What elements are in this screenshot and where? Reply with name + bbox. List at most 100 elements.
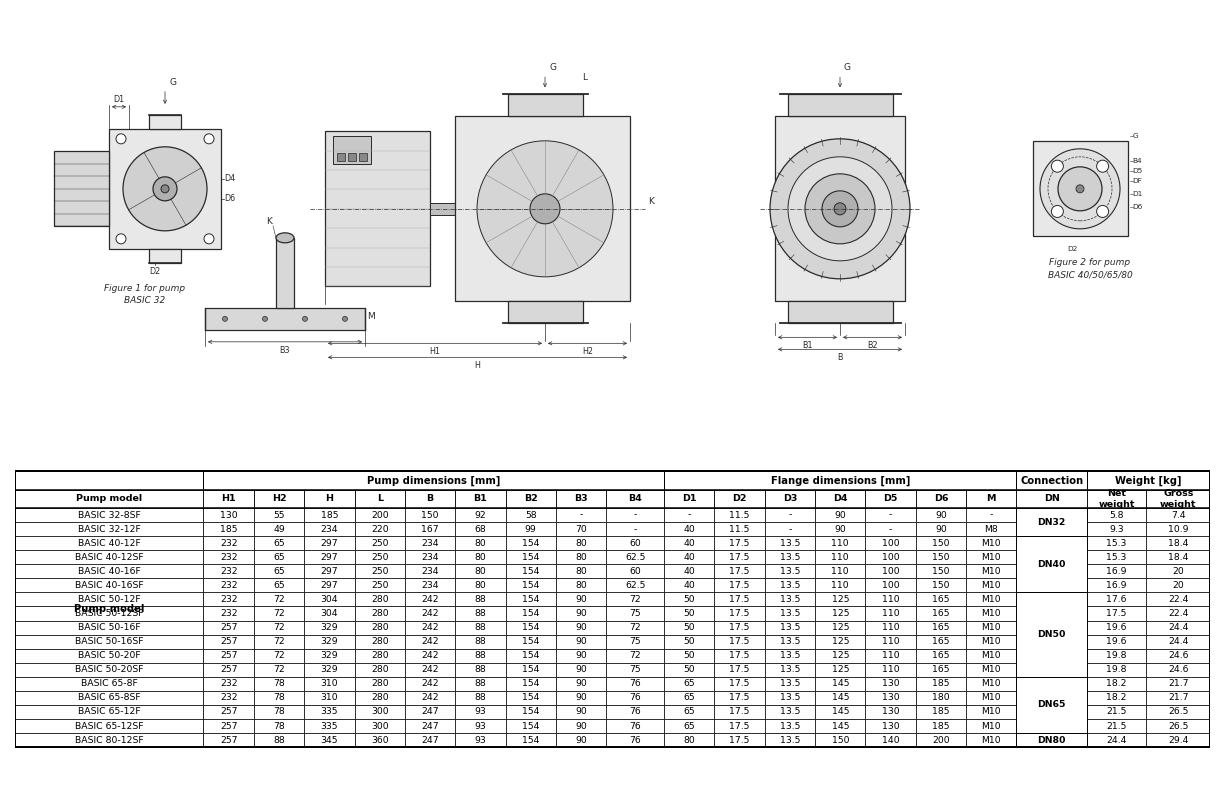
Bar (354, 607, 404, 620)
Text: 250: 250 (371, 567, 388, 576)
Bar (664, 607, 714, 620)
Text: 75: 75 (630, 637, 641, 646)
Bar (354, 620, 404, 634)
Bar (54, 151, 109, 226)
Bar (556, 550, 606, 565)
Bar (1087, 634, 1147, 649)
Circle shape (1051, 206, 1063, 217)
Text: Connection: Connection (1020, 475, 1083, 486)
Bar (714, 578, 764, 592)
Text: DN40: DN40 (1038, 560, 1066, 569)
Text: 93: 93 (474, 707, 486, 717)
Bar (506, 649, 556, 663)
Bar (1087, 565, 1147, 578)
Bar (866, 490, 916, 508)
Text: 242: 242 (421, 693, 439, 702)
Text: -: - (788, 510, 791, 519)
Bar (1087, 536, 1147, 550)
Text: 247: 247 (421, 707, 439, 717)
Text: -: - (579, 510, 583, 519)
Text: M10: M10 (981, 680, 1001, 688)
Bar (254, 508, 304, 522)
Bar (815, 592, 866, 607)
Bar (203, 536, 254, 550)
Bar (764, 536, 815, 550)
Text: H1: H1 (222, 494, 236, 503)
Bar (203, 550, 254, 565)
Text: Flange dimensions [mm]: Flange dimensions [mm] (771, 475, 910, 486)
Bar (556, 705, 606, 719)
Bar (967, 550, 1017, 565)
Text: B: B (426, 494, 434, 503)
Text: 19.8: 19.8 (1106, 651, 1127, 660)
Bar (456, 490, 506, 508)
Text: 110: 110 (882, 623, 899, 632)
Text: 90: 90 (935, 510, 947, 519)
Bar (916, 677, 967, 691)
Bar (866, 536, 916, 550)
Bar (556, 490, 606, 508)
Text: 154: 154 (522, 722, 539, 731)
Text: L: L (376, 494, 382, 503)
Text: 76: 76 (630, 722, 641, 731)
Bar (456, 620, 506, 634)
Bar (556, 719, 606, 733)
Text: 150: 150 (421, 510, 439, 519)
Text: Weight [kg]: Weight [kg] (1116, 475, 1182, 486)
Bar (764, 733, 815, 747)
Bar (815, 719, 866, 733)
Text: 250: 250 (371, 539, 388, 548)
Bar (1017, 536, 1087, 592)
Bar (203, 649, 254, 663)
Bar (916, 592, 967, 607)
Bar (1087, 620, 1147, 634)
Text: 65: 65 (684, 707, 695, 717)
Circle shape (116, 234, 126, 244)
Bar (506, 620, 556, 634)
Text: 17.5: 17.5 (729, 722, 750, 731)
Bar (556, 649, 606, 663)
Bar (354, 550, 404, 565)
Text: 22.4: 22.4 (1167, 595, 1188, 604)
Text: 360: 360 (371, 735, 388, 744)
Text: 90: 90 (576, 693, 587, 702)
Bar (606, 733, 664, 747)
Bar (714, 649, 764, 663)
Bar (15, 592, 203, 607)
Bar (506, 490, 556, 508)
Text: 24.4: 24.4 (1106, 735, 1127, 744)
Bar (454, 117, 630, 301)
Text: 185: 185 (932, 680, 949, 688)
Text: 78: 78 (273, 722, 285, 731)
Text: 280: 280 (371, 665, 388, 674)
Text: 130: 130 (882, 693, 899, 702)
Bar (506, 607, 556, 620)
Text: H: H (474, 361, 480, 370)
Bar (967, 592, 1017, 607)
Bar (15, 607, 203, 620)
Circle shape (1040, 149, 1120, 229)
Text: 75: 75 (630, 665, 641, 674)
Bar (304, 719, 354, 733)
Text: 242: 242 (421, 623, 439, 632)
Text: 247: 247 (421, 735, 439, 744)
Text: 17.5: 17.5 (729, 680, 750, 688)
Text: 16.9: 16.9 (1106, 567, 1127, 576)
Bar (1147, 663, 1210, 677)
Circle shape (1058, 167, 1103, 211)
Text: 125: 125 (832, 595, 849, 604)
Text: 80: 80 (474, 567, 486, 576)
Bar (1087, 578, 1147, 592)
Text: 92: 92 (474, 510, 486, 519)
Text: BASIC 40-12SF: BASIC 40-12SF (75, 552, 143, 562)
Text: 78: 78 (273, 680, 285, 688)
Bar (866, 508, 916, 522)
Bar (866, 578, 916, 592)
Text: 88: 88 (474, 651, 486, 660)
Bar (556, 691, 606, 705)
Bar (815, 578, 866, 592)
Text: 110: 110 (882, 651, 899, 660)
Bar (1087, 592, 1147, 607)
Bar (354, 634, 404, 649)
Text: 310: 310 (321, 680, 338, 688)
